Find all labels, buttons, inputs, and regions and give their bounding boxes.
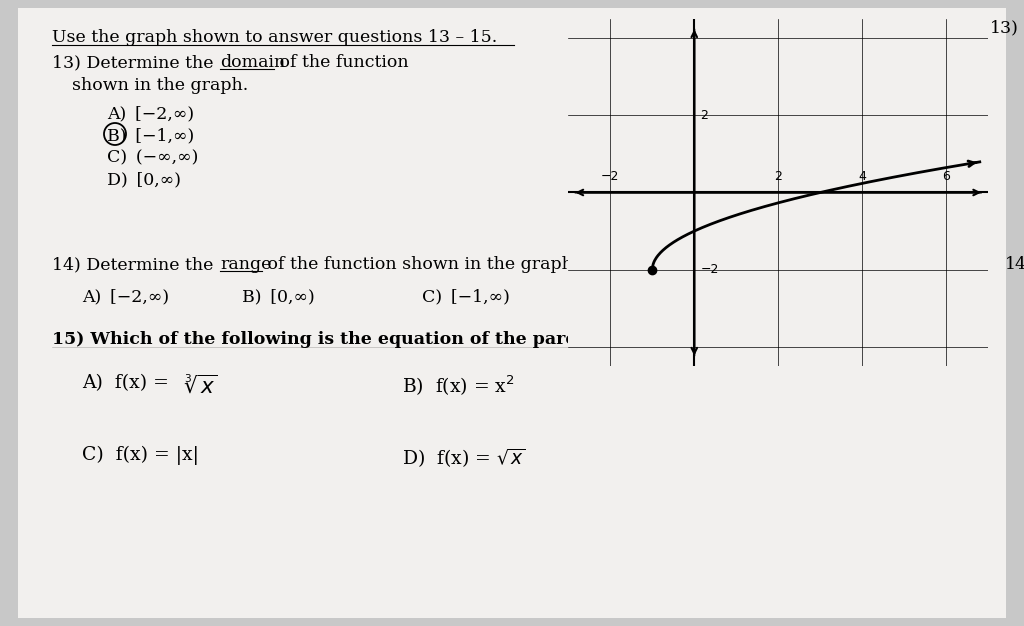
Text: C) [−1,∞): C) [−1,∞) — [422, 288, 510, 305]
Text: −2: −2 — [601, 170, 620, 183]
Text: D) (−∞,∞): D) (−∞,∞) — [612, 288, 705, 305]
Text: B) [−1,∞): B) [−1,∞) — [106, 127, 195, 144]
Text: A)  f(x) =: A) f(x) = — [82, 374, 175, 392]
Text: 2: 2 — [700, 109, 709, 122]
Text: D)  f(x) = $\sqrt{x}$: D) f(x) = $\sqrt{x}$ — [402, 446, 525, 469]
Text: A) [−2,∞): A) [−2,∞) — [106, 105, 195, 122]
Text: 13) Determine the: 13) Determine the — [52, 54, 219, 71]
Text: −2: −2 — [700, 263, 719, 276]
Text: 15) Which of the following is the equation of the parent function for the graph : 15) Which of the following is the equati… — [52, 331, 895, 348]
Text: shown in the graph.: shown in the graph. — [72, 77, 248, 94]
Text: 14: 14 — [1005, 256, 1024, 273]
Text: 14) Determine the: 14) Determine the — [52, 256, 219, 273]
Text: $\sqrt[3]{x}$: $\sqrt[3]{x}$ — [184, 374, 218, 397]
Text: 4: 4 — [858, 170, 866, 183]
Text: domain: domain — [220, 54, 286, 71]
Text: of the function shown in the graph.: of the function shown in the graph. — [262, 256, 579, 273]
Text: 6: 6 — [942, 170, 950, 183]
Text: C) (−∞,∞): C) (−∞,∞) — [106, 149, 199, 166]
Text: range: range — [220, 256, 271, 273]
Text: A) [−2,∞): A) [−2,∞) — [82, 288, 169, 305]
Text: D) [0,∞): D) [0,∞) — [106, 171, 181, 188]
Text: B) [0,∞): B) [0,∞) — [242, 288, 314, 305]
Text: C)  f(x) = |x|: C) f(x) = |x| — [82, 446, 199, 465]
Text: 2: 2 — [774, 170, 782, 183]
Text: 13): 13) — [990, 19, 1019, 36]
Text: of the function: of the function — [274, 54, 409, 71]
Text: B)  f(x) = x$^2$: B) f(x) = x$^2$ — [402, 374, 515, 398]
Text: Use the graph shown to answer questions 13 – 15.: Use the graph shown to answer questions … — [52, 29, 498, 46]
